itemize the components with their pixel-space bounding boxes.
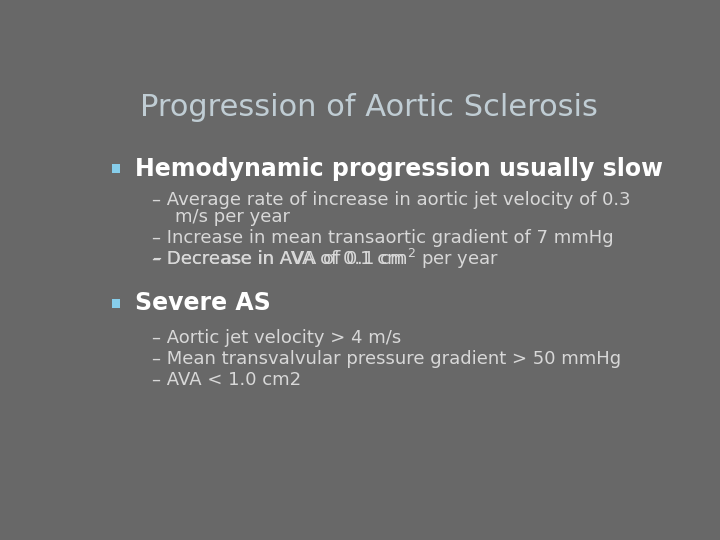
FancyBboxPatch shape (112, 299, 120, 308)
Text: Severe AS: Severe AS (135, 292, 271, 315)
Text: – Decrease in AVA of 0.1 cm$^{2}$ per year: – Decrease in AVA of 0.1 cm$^{2}$ per ye… (152, 247, 499, 271)
Text: – Aortic jet velocity > 4 m/s: – Aortic jet velocity > 4 m/s (152, 329, 401, 347)
Text: Progression of Aortic Sclerosis: Progression of Aortic Sclerosis (140, 93, 598, 122)
Text: Hemodynamic progression usually slow: Hemodynamic progression usually slow (135, 157, 663, 181)
Text: – Mean transvalvular pressure gradient > 50 mmHg: – Mean transvalvular pressure gradient >… (152, 350, 621, 368)
Text: – Average rate of increase in aortic jet velocity of 0.3: – Average rate of increase in aortic jet… (152, 191, 631, 208)
Text: – AVA < 1.0 cm2: – AVA < 1.0 cm2 (152, 371, 301, 389)
Text: – Decrease in AVA of 0.1 cm: – Decrease in AVA of 0.1 cm (152, 250, 405, 268)
Text: – Increase in mean transaortic gradient of 7 mmHg: – Increase in mean transaortic gradient … (152, 229, 613, 247)
FancyBboxPatch shape (112, 164, 120, 173)
Text: m/s per year: m/s per year (152, 208, 290, 226)
